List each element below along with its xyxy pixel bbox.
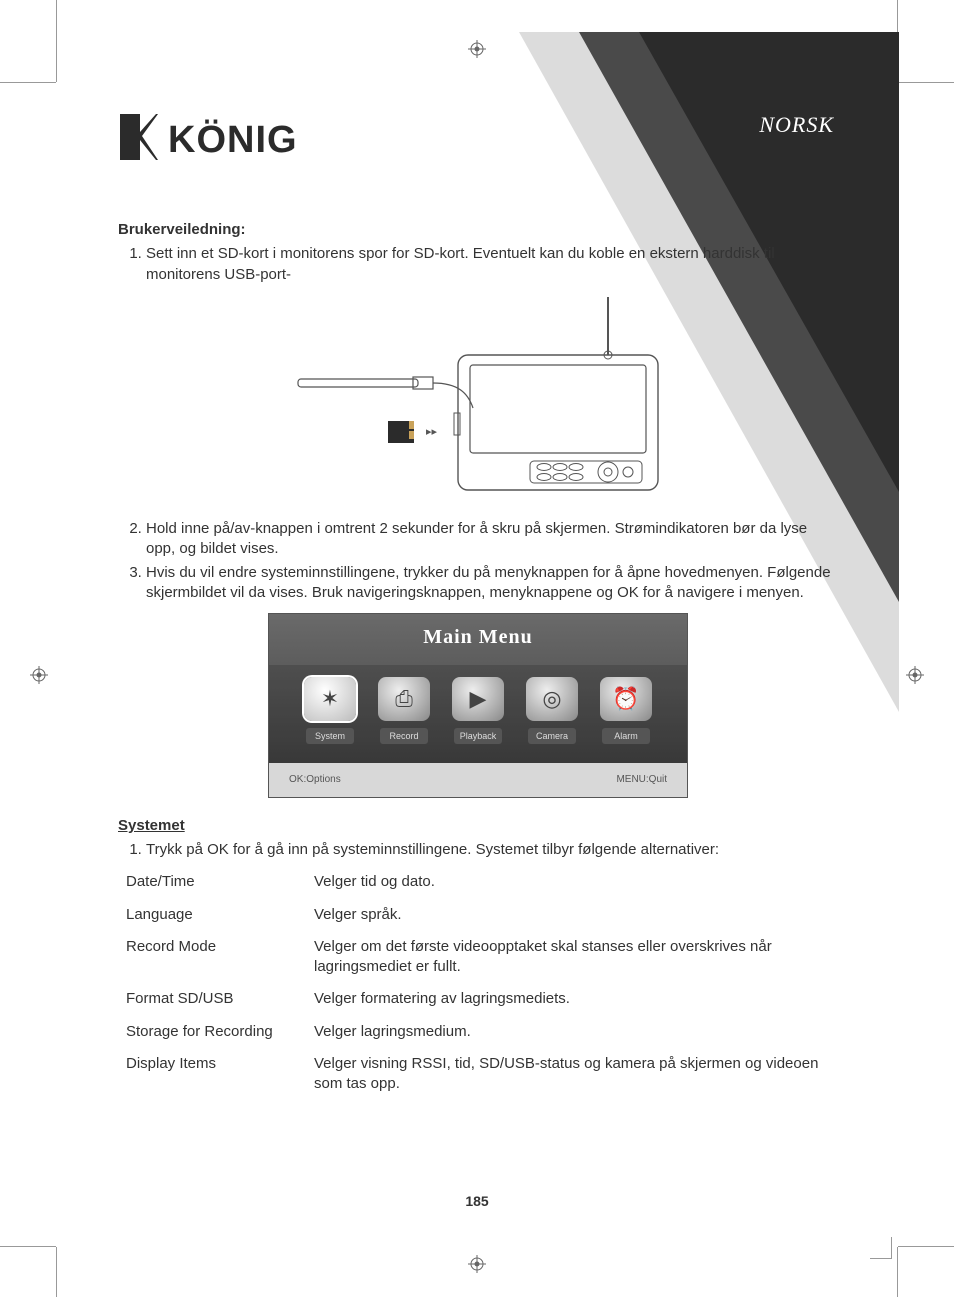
alarm-icon: ⏰ xyxy=(600,677,652,721)
option-key: Display Items xyxy=(126,1048,314,1101)
list-item: Trykk på OK for å gå inn på systeminnsti… xyxy=(146,840,838,860)
crop-mark xyxy=(0,1246,56,1247)
crop-mark xyxy=(0,82,56,83)
user-guide-heading: Brukerveiledning: xyxy=(118,220,838,240)
option-value: Velger lagringsmedium. xyxy=(314,1016,846,1048)
user-guide-steps: Sett inn et SD-kort i monitorens spor fo… xyxy=(118,244,838,285)
page-number: 185 xyxy=(0,1193,954,1209)
list-item: Hold inne på/av-knappen i omtrent 2 seku… xyxy=(146,519,838,560)
menu-footer-right: MENU:Quit xyxy=(616,773,667,787)
record-icon: ⎙ xyxy=(378,677,430,721)
language-label: NORSK xyxy=(759,112,834,138)
menu-footer-left: OK:Options xyxy=(289,773,341,787)
menu-item-label: System xyxy=(306,728,354,744)
table-row: LanguageVelger språk. xyxy=(126,899,846,931)
main-menu-title: Main Menu xyxy=(269,624,687,651)
option-value: Velger om det første videoopptaket skal … xyxy=(314,931,846,984)
option-value: Velger visning RSSI, tid, SD/USB-status … xyxy=(314,1048,846,1101)
registration-mark-icon xyxy=(468,40,486,58)
system-icon: ✶ xyxy=(304,677,356,721)
option-value: Velger språk. xyxy=(314,899,846,931)
camera-icon: ◎ xyxy=(526,677,578,721)
list-item: Hvis du vil endre systeminnstillingene, … xyxy=(146,563,838,604)
menu-item-label: Playback xyxy=(454,728,502,744)
option-key: Storage for Recording xyxy=(126,1016,314,1048)
table-row: Record ModeVelger om det første videoopp… xyxy=(126,931,846,984)
trim-mark xyxy=(870,1237,892,1259)
crop-mark xyxy=(56,1247,57,1297)
option-value: Velger tid og dato. xyxy=(314,866,846,898)
menu-item-label: Record xyxy=(380,728,428,744)
table-row: Format SD/USBVelger formatering av lagri… xyxy=(126,983,846,1015)
menu-item-playback: ▶ Playback xyxy=(445,677,511,745)
registration-mark-icon xyxy=(30,666,48,684)
svg-text:▸▸: ▸▸ xyxy=(426,426,438,438)
crop-mark xyxy=(898,1246,954,1247)
brand-logo: KÖNIG xyxy=(118,108,348,171)
menu-item-camera: ◎ Camera xyxy=(519,677,585,745)
option-key: Date/Time xyxy=(126,866,314,898)
menu-item-system: ✶ System xyxy=(297,677,363,745)
device-illustration: ▸▸ xyxy=(118,293,838,509)
playback-icon: ▶ xyxy=(452,677,504,721)
table-row: Date/TimeVelger tid og dato. xyxy=(126,866,846,898)
option-key: Language xyxy=(126,899,314,931)
option-value: Velger formatering av lagringsmediets. xyxy=(314,983,846,1015)
menu-item-alarm: ⏰ Alarm xyxy=(593,677,659,745)
crop-mark xyxy=(897,1247,898,1297)
table-row: Storage for RecordingVelger lagringsmedi… xyxy=(126,1016,846,1048)
menu-item-label: Alarm xyxy=(602,728,650,744)
registration-mark-icon xyxy=(468,1255,486,1273)
registration-mark-icon xyxy=(906,666,924,684)
system-heading: Systemet xyxy=(118,816,838,836)
crop-mark xyxy=(898,82,954,83)
user-guide-steps-cont: Hold inne på/av-knappen i omtrent 2 seku… xyxy=(118,519,838,603)
option-key: Format SD/USB xyxy=(126,983,314,1015)
system-steps: Trykk på OK for å gå inn på systeminnsti… xyxy=(118,840,838,860)
list-item: Sett inn et SD-kort i monitorens spor fo… xyxy=(146,244,838,285)
crop-mark xyxy=(56,0,57,82)
options-table: Date/TimeVelger tid og dato.LanguageVelg… xyxy=(126,866,846,1100)
main-menu-screenshot: Main Menu ✶ System ⎙ Record ▶ Playback ◎ Camera… xyxy=(268,613,688,798)
logo-text: KÖNIG xyxy=(168,118,298,161)
option-key: Record Mode xyxy=(126,931,314,984)
table-row: Display ItemsVelger visning RSSI, tid, S… xyxy=(126,1048,846,1101)
menu-item-label: Camera xyxy=(528,728,576,744)
menu-item-record: ⎙ Record xyxy=(371,677,437,745)
